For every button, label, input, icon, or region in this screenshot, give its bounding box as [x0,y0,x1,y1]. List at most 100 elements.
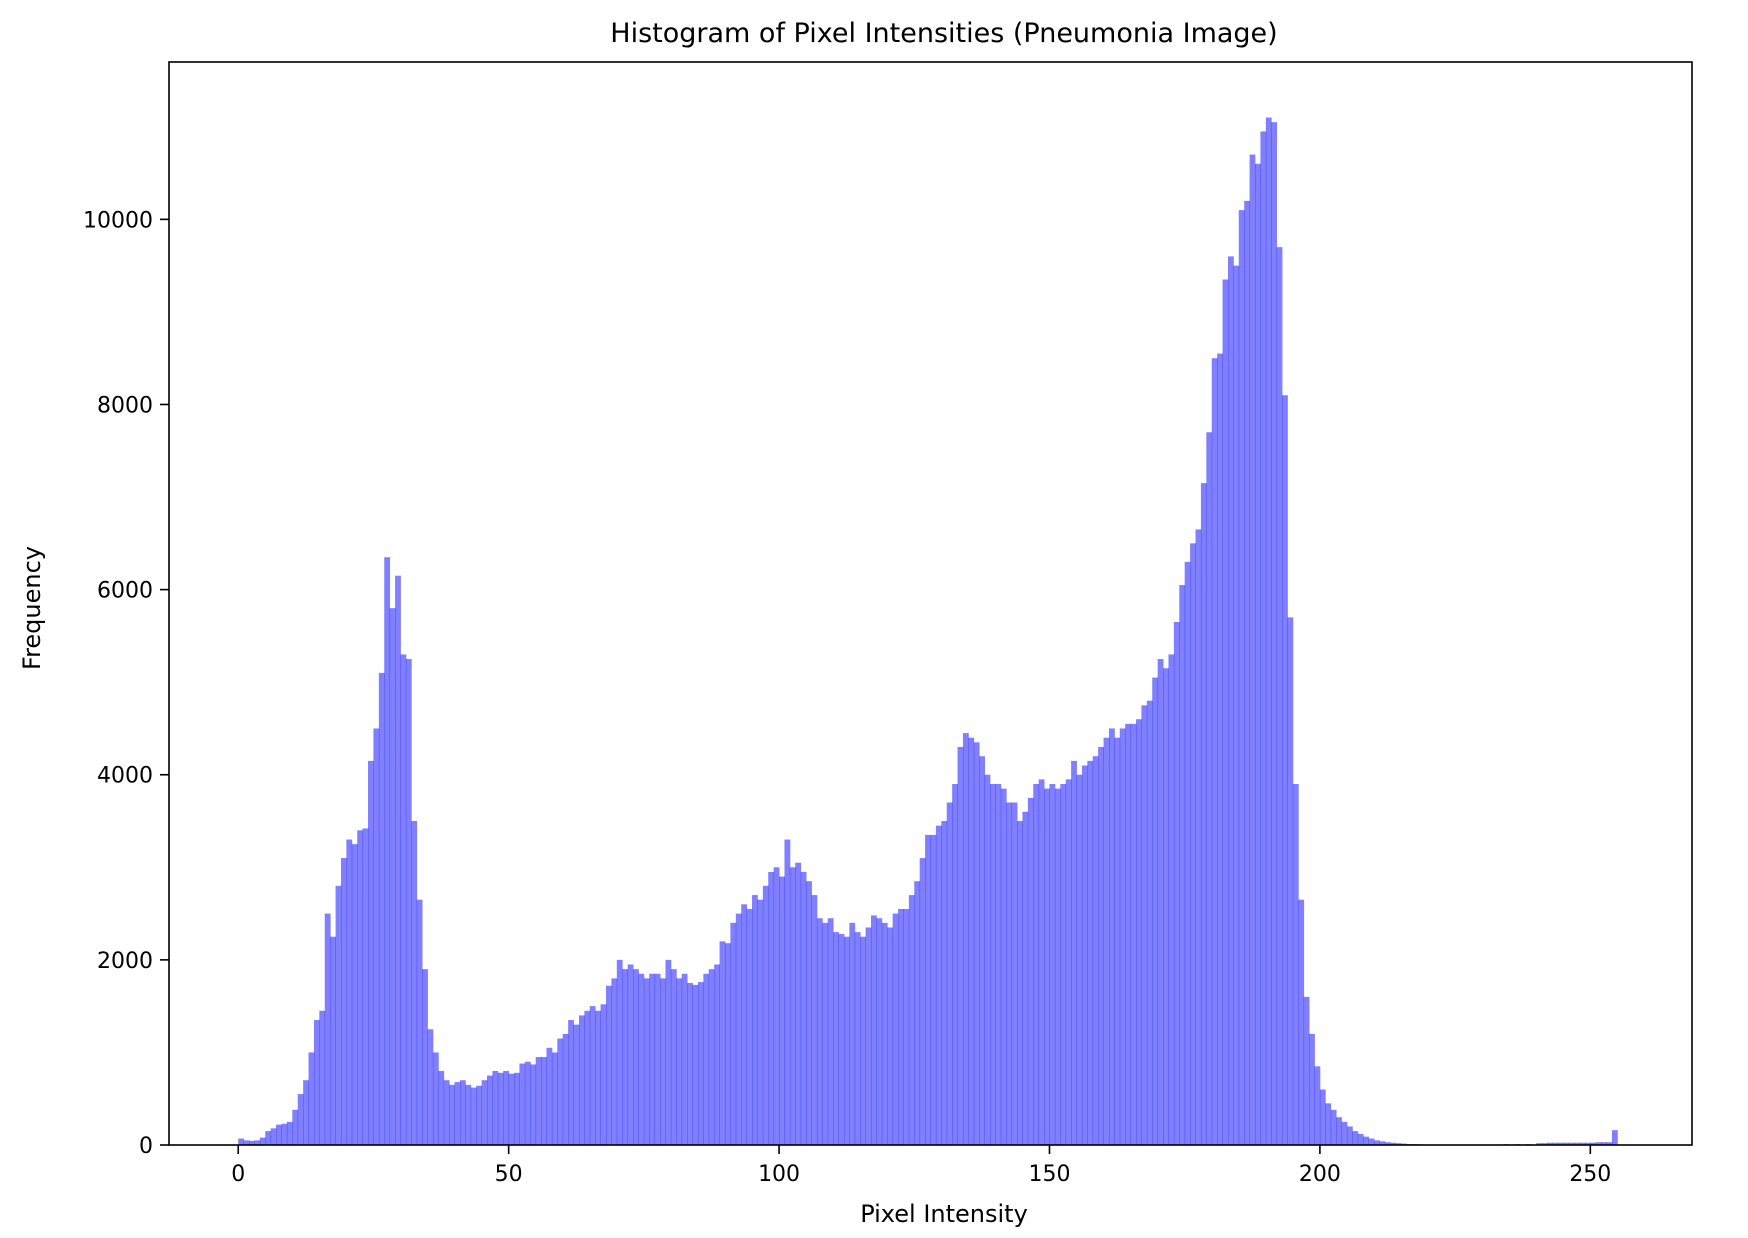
histogram-bar [503,1070,510,1145]
histogram-bar [1574,1142,1580,1145]
histogram-bar [1271,122,1278,1146]
histogram-bar [297,1094,304,1145]
histogram-bar [427,1029,434,1145]
y-axis-ticks: 0 2000 4000 6000 8000 10000 [83,208,169,1159]
histogram-bar [595,1010,601,1145]
histogram-bar [627,964,634,1145]
histogram-bar [1163,668,1169,1145]
x-tick-label: 150 [1028,1162,1070,1187]
histogram-bar [1584,1142,1591,1145]
histogram-bar [871,915,877,1145]
x-tick-label: 0 [231,1162,245,1187]
histogram-bar [578,1015,585,1145]
histogram-bar [1368,1138,1375,1145]
histogram-bar [1319,1089,1326,1145]
histogram-bar [719,941,726,1145]
histogram-bar [973,742,980,1145]
histogram-bar [724,943,731,1145]
histogram-bar [1054,788,1061,1145]
histogram-bar [551,1052,558,1145]
histogram-bar [1276,247,1283,1145]
histogram-bar [1314,1066,1321,1145]
histogram-bar [860,936,866,1145]
histogram-bar [779,876,785,1145]
histogram-bar [914,881,921,1145]
histogram-bar [606,985,612,1145]
histogram-bar [995,784,1002,1145]
histogram-bar [946,802,953,1145]
histogram-bar [270,1128,277,1145]
histogram-bar [1049,784,1056,1145]
histogram-bar [643,978,650,1145]
histogram-bar [757,899,764,1145]
histogram-bar [1136,719,1142,1145]
histogram-bar [984,774,991,1145]
histogram-bar [795,862,802,1145]
histogram-bar [416,899,423,1145]
histogram-bar [1563,1142,1570,1145]
y-tick-label: 10000 [83,208,153,233]
histogram-bar [324,913,331,1145]
histogram-bar [925,834,931,1145]
histogram-bar [584,1010,591,1145]
histogram-bar [557,1038,564,1145]
histogram-bar [649,973,656,1145]
y-tick-label: 6000 [97,579,153,604]
histogram-bar [276,1124,282,1145]
histogram-bar [378,672,385,1145]
histogram-bar [465,1084,472,1145]
histogram-bar [908,895,915,1145]
histogram-bar [806,881,812,1145]
histogram-bar [303,1080,309,1145]
histogram-bar [816,918,823,1145]
histogram-bar [362,828,369,1145]
histogram-bar [1606,1142,1613,1145]
histogram-bar [1282,395,1288,1146]
histogram-bar [697,982,704,1145]
x-tick-label: 200 [1299,1162,1341,1187]
histogram-bar [730,922,737,1145]
histogram-bar [254,1140,261,1145]
histogram-bar [1200,483,1207,1145]
histogram-bar [1125,723,1132,1145]
histogram-bar [238,1138,245,1145]
histogram-bar [660,978,666,1145]
histogram-bar [876,918,883,1145]
histogram-bar [616,959,623,1145]
histogram-bar [1373,1140,1380,1145]
histogram-bar [1222,279,1229,1145]
histogram-bar [438,1070,445,1145]
histogram-bar [1065,779,1072,1145]
x-axis-ticks: 0 50 100 150 200 250 [231,1145,1611,1187]
histogram-bar [400,654,407,1145]
histogram-bar [1303,996,1310,1145]
histogram-bar [1119,728,1126,1145]
histogram-bar [898,908,904,1145]
histogram-bar [887,927,894,1145]
histogram-bar [1557,1142,1564,1145]
histogram-bar [1536,1143,1543,1145]
histogram-bar [546,1047,553,1145]
histogram-bar [1238,210,1245,1146]
histogram-bar [265,1131,272,1145]
histogram-bar [1233,265,1240,1145]
histogram-bar [1081,765,1088,1145]
y-tick-label: 8000 [97,393,153,418]
histogram-bar [800,871,807,1145]
histogram-bar [784,839,791,1145]
histogram-bar [1108,728,1115,1145]
histogram-bar [752,895,758,1145]
histogram-bar [703,973,710,1145]
histogram-bar [313,1020,320,1145]
histogram-bar [519,1063,526,1145]
histogram-bar [1114,737,1121,1145]
histogram-bar [962,733,969,1145]
histogram-bar [573,1024,580,1145]
histogram-bar [346,839,353,1145]
histogram-bar [541,1057,547,1145]
histogram-bar [1006,802,1013,1145]
histogram-bar [1000,788,1007,1145]
histogram-bar [1211,358,1218,1146]
histogram-bar [714,964,720,1145]
